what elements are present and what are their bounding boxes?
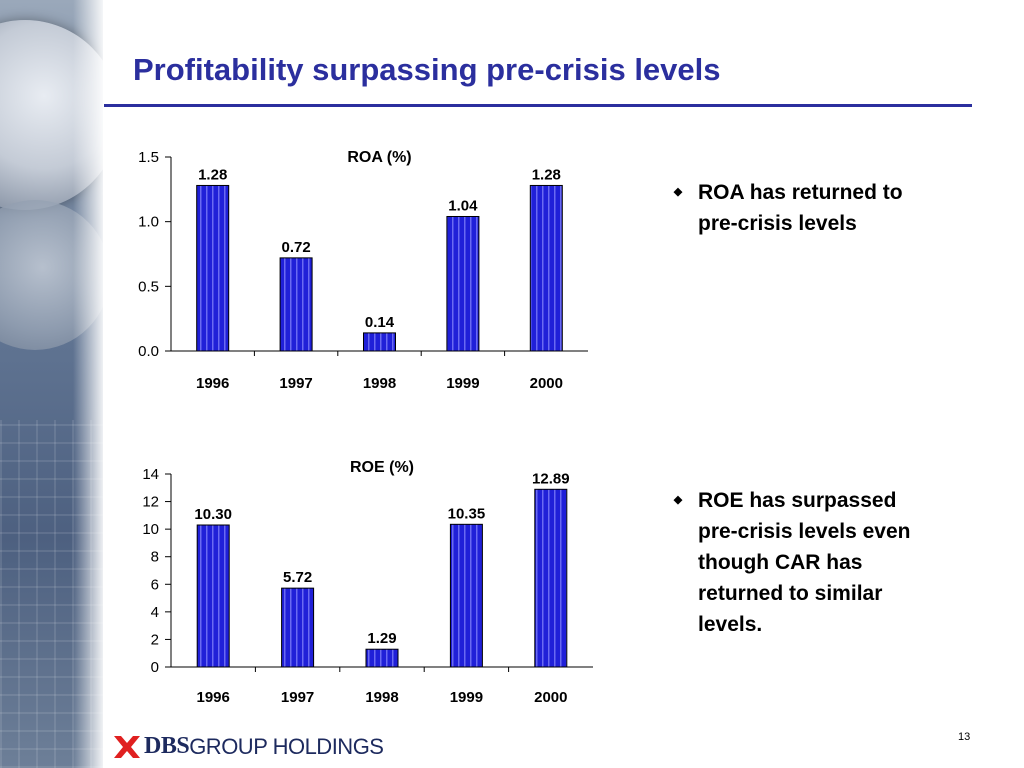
roe-bar-1997 [281, 587, 315, 668]
roa-x-tick-label: 2000 [530, 375, 563, 392]
side-photo [0, 0, 103, 768]
roe-bar-1996 [196, 524, 230, 668]
bullet-line: though CAR has [698, 551, 863, 574]
roa-y-tick-label: 1.0 [138, 214, 159, 231]
bullet-line: ROA has returned to [698, 181, 903, 204]
bullet-line: returned to similar [698, 582, 883, 605]
bullet-text: ROA has returned to pre-crisis levels [698, 177, 903, 239]
roe-x-tick-label: 2000 [534, 689, 567, 706]
dbs-x-star-icon [114, 735, 140, 758]
roa-bar-1998 [363, 332, 396, 352]
bullet-roe: ◆ ROE has surpassed pre-crisis levels ev… [669, 485, 911, 640]
roe-y-tick-label: 6 [151, 576, 159, 593]
diamond-bullet-icon: ◆ [673, 186, 683, 198]
roa-bar-1997 [279, 257, 313, 352]
roa-chart: ROA (%) 0.0 0.5 1.0 1.5 1.28 1996 0.72 1997 0.14 1… [138, 149, 588, 392]
roa-x-tick-label: 1997 [279, 375, 312, 392]
roe-bar-1998 [365, 648, 399, 668]
roa-bar-2000 [529, 184, 563, 352]
logo-group-text: GROUP HOLDINGS [189, 733, 384, 759]
bullet-line: levels. [698, 613, 763, 636]
roe-value-label: 10.30 [194, 506, 232, 523]
roe-y-tick-label: 4 [151, 604, 159, 621]
roe-x-tick-label: 1998 [365, 689, 398, 706]
title-rule [104, 104, 972, 107]
roe-y-tick-label: 14 [142, 466, 159, 483]
roa-x-tick-label: 1999 [446, 375, 479, 392]
dbs-logo: DBS GROUP HOLDINGS [112, 733, 384, 760]
bullet-line: pre-crisis levels even [698, 520, 911, 543]
diamond-bullet-icon: ◆ [673, 494, 683, 506]
roe-x-tick-label: 1997 [281, 689, 314, 706]
roa-value-label: 0.14 [365, 314, 395, 331]
bullet-line: pre-crisis levels [698, 212, 857, 235]
roa-value-label: 1.28 [532, 166, 561, 183]
roe-y-tick-label: 12 [142, 494, 159, 511]
roa-x-tick-label: 1996 [196, 375, 229, 392]
roe-bar-1999 [449, 523, 483, 668]
roe-bar-2000 [534, 488, 568, 668]
roe-y-tick-label: 2 [151, 631, 159, 648]
roa-value-label: 1.28 [198, 166, 227, 183]
roa-bar-1996 [196, 184, 230, 352]
roe-value-label: 10.35 [448, 505, 486, 522]
roa-chart-title: ROA (%) [347, 149, 411, 166]
roa-y-tick-label: 1.5 [138, 149, 159, 166]
page-number: 13 [958, 731, 971, 743]
bullet-line: ROE has surpassed [698, 489, 897, 512]
roe-chart: ROE (%) 0 2 4 6 8 10 12 14 10.30 1996 5.72 1997 1.29 1… [142, 459, 593, 706]
roe-chart-title: ROE (%) [350, 459, 414, 476]
roe-y-tick-label: 10 [142, 521, 159, 538]
roe-y-tick-label: 0 [151, 659, 159, 676]
bullet-text: ROE has surpassed pre-crisis levels even… [698, 485, 910, 640]
roa-bar-1999 [446, 215, 480, 352]
logo-dbs-text: DBS [144, 733, 190, 759]
bullet-roa: ◆ ROA has returned to pre-crisis levels [669, 177, 903, 239]
roa-value-label: 0.72 [281, 239, 310, 256]
roe-value-label: 1.29 [367, 630, 396, 647]
roa-value-label: 1.04 [448, 197, 478, 214]
roe-value-label: 12.89 [532, 470, 570, 487]
roe-value-label: 5.72 [283, 569, 312, 586]
roa-y-tick-label: 0.0 [138, 343, 159, 360]
photo-fade [73, 0, 103, 768]
roe-y-tick-label: 8 [151, 549, 159, 566]
roe-x-tick-label: 1996 [197, 689, 230, 706]
roe-x-tick-label: 1999 [450, 689, 483, 706]
slide-title: Profitability surpassing pre-crisis leve… [133, 52, 721, 87]
roa-y-tick-label: 0.5 [138, 278, 159, 295]
roa-x-tick-label: 1998 [363, 375, 396, 392]
